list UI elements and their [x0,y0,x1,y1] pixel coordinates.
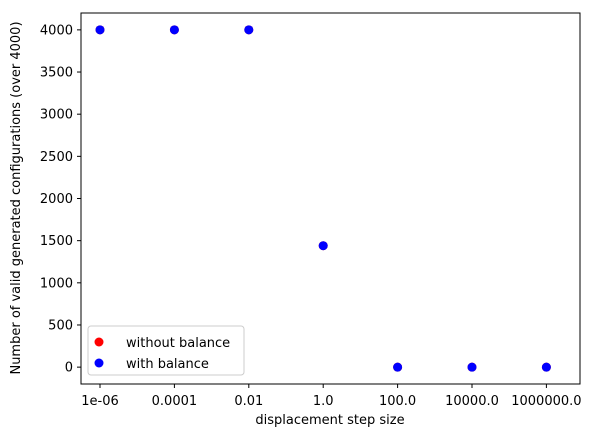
y-tick-label: 3000 [40,108,73,123]
y-tick-label: 1000 [40,276,73,291]
x-axis-title: displacement step size [255,413,404,428]
legend-label-without-balance: without balance [126,336,230,351]
data-point-with-balance [393,362,403,372]
x-tick-label: 0.0001 [152,394,198,409]
legend-box [87,325,245,376]
x-tick-label: 1.0 [313,394,334,409]
y-tick-label: 3500 [40,66,73,81]
data-point-with-balance [318,241,328,251]
y-tick-label: 500 [48,318,73,333]
legend-label-with-balance: with balance [126,357,209,372]
x-tick-label: 1000000.0 [511,394,581,409]
plot-area [81,13,580,384]
data-point-with-balance [95,25,105,35]
x-tick-label: 1e-06 [81,394,119,409]
x-tick-label: 10000.0 [445,394,499,409]
plot-frame [80,12,581,385]
x-tick-label: 0.01 [234,394,263,409]
y-tick-label: 2000 [40,192,73,207]
y-tick-label: 4000 [40,23,73,38]
data-point-with-balance [169,25,179,35]
data-point-with-balance [244,25,254,35]
legend-marker-with-balance [94,358,104,368]
data-point-with-balance [467,362,477,372]
y-tick-label: 1500 [40,234,73,249]
y-tick-label: 0 [65,361,73,376]
data-point-with-balance [541,362,551,372]
y-tick-label: 2500 [40,150,73,165]
y-axis-title: Number of valid generated configurations… [9,21,24,374]
x-tick-label: 100.0 [379,394,416,409]
legend-marker-without-balance [94,337,104,347]
legend: without balance with balance [87,325,245,376]
